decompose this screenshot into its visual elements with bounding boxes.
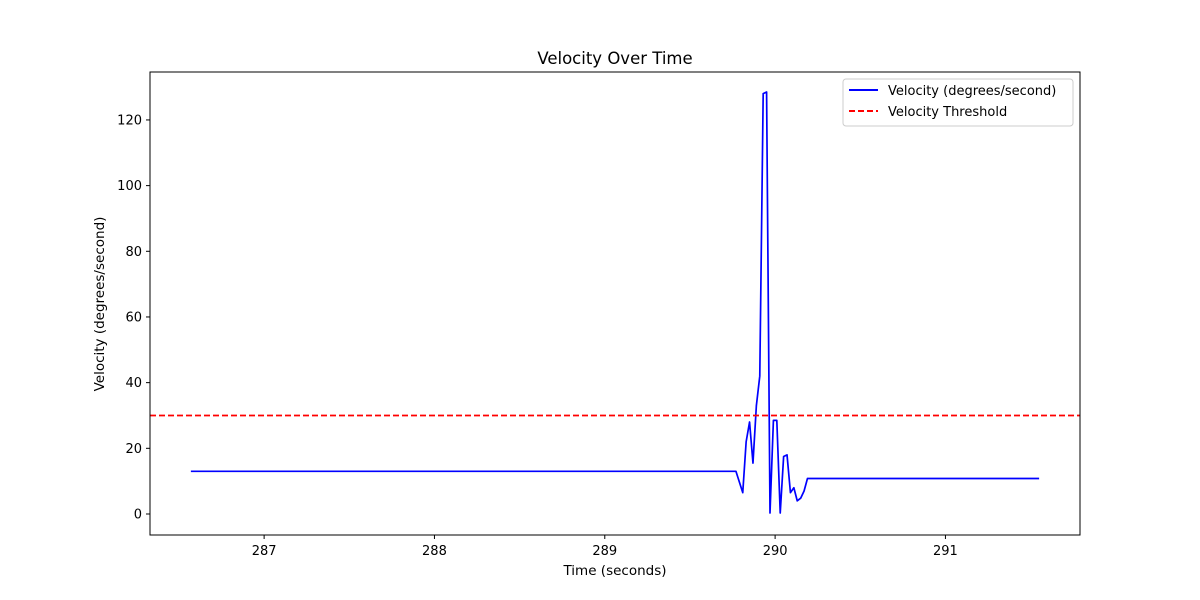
velocity-line: [190, 91, 1040, 514]
x-tick-label: 291: [933, 544, 958, 559]
x-tick-label: 287: [252, 544, 277, 559]
plot-series: [150, 91, 1080, 514]
x-tick-label: 290: [763, 544, 788, 559]
y-tick-label: 20: [125, 442, 142, 457]
legend-box: [842, 78, 1074, 127]
x-axis: 287 288 289 290 291: [252, 535, 958, 559]
x-tick-label: 288: [422, 544, 447, 559]
y-tick-label: 120: [117, 113, 142, 128]
legend: Velocity (degrees/second) Velocity Thres…: [842, 78, 1074, 127]
y-tick-label: 60: [125, 310, 142, 325]
y-tick-label: 40: [125, 376, 142, 391]
y-axis: 0 20 40 60 80 100 120: [117, 113, 150, 522]
y-tick-label: 100: [117, 179, 142, 194]
legend-label-velocity: Velocity (degrees/second): [888, 84, 1056, 99]
x-axis-label: Time (seconds): [562, 563, 666, 579]
chart-title: Velocity Over Time: [537, 49, 692, 68]
y-tick-label: 0: [134, 507, 142, 522]
y-axis-label: Velocity (degrees/second): [92, 217, 108, 392]
plot-frame: [149, 71, 1081, 536]
legend-label-threshold: Velocity Threshold: [888, 105, 1007, 120]
x-tick-label: 289: [592, 544, 617, 559]
y-tick-label: 80: [125, 245, 142, 260]
